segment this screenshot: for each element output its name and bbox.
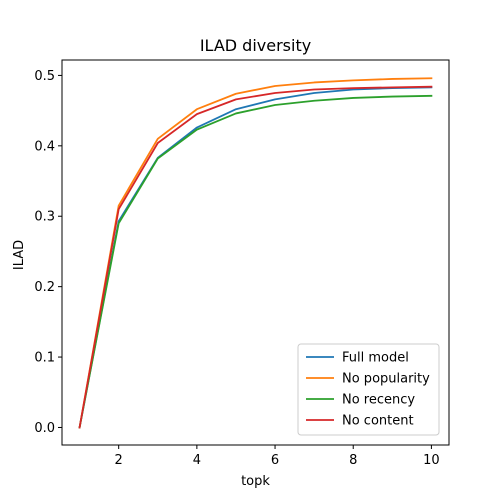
chart-title: ILAD diversity — [200, 36, 311, 55]
y-tick-label: 0.3 — [34, 210, 55, 225]
legend-label-no-recency: No recency — [342, 393, 415, 408]
legend-label-no-popularity: No popularity — [342, 372, 430, 387]
x-tick-label: 4 — [193, 453, 201, 468]
x-tick-label: 8 — [349, 453, 357, 468]
legend-label-no-content: No content — [342, 414, 414, 429]
x-tick-label: 2 — [115, 453, 123, 468]
x-axis-label: topk — [241, 474, 270, 489]
y-tick-label: 0.4 — [34, 139, 55, 154]
x-tick-label: 10 — [423, 453, 440, 468]
y-tick-label: 0.0 — [34, 421, 55, 436]
y-tick-label: 0.2 — [34, 280, 55, 295]
x-tick-label: 6 — [271, 453, 279, 468]
legend-label-full-model: Full model — [342, 351, 409, 366]
y-tick-label: 0.5 — [34, 69, 55, 84]
legend: Full model No popularity No recency No cont… — [298, 344, 439, 435]
y-axis-label: ILAD — [12, 240, 27, 270]
y-tick-label: 0.1 — [34, 351, 55, 366]
y-axis: 0.0 0.1 0.2 0.3 0.4 0.5 — [34, 69, 62, 436]
x-axis: 2 4 6 8 10 — [115, 445, 440, 468]
